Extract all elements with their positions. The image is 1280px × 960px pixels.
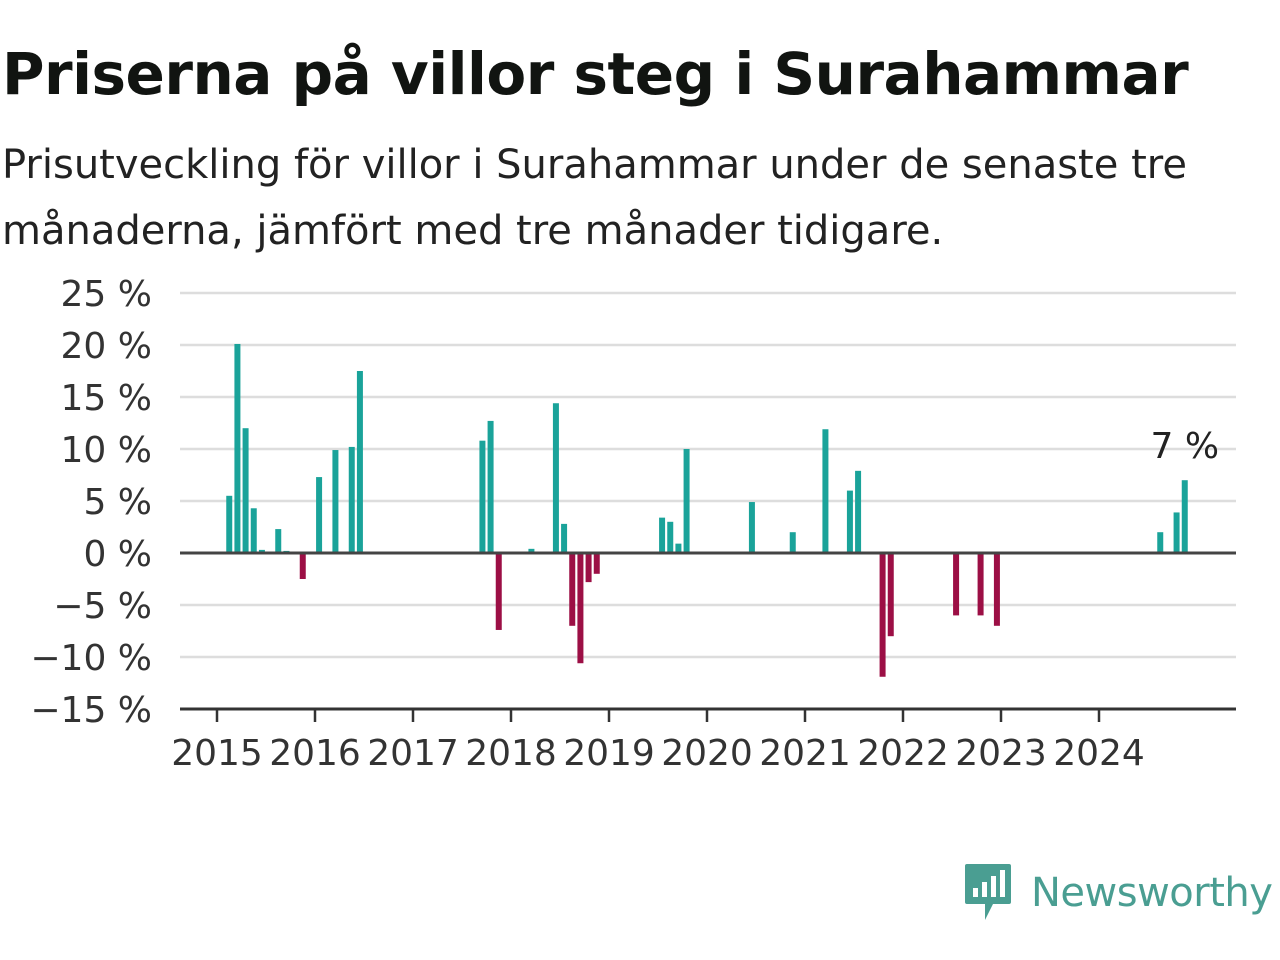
y-tick-label: 10 % [61, 430, 152, 471]
value-annotation: 7 % [1150, 426, 1219, 467]
y-tick-label: 25 % [61, 274, 152, 315]
bar-chart: 25 % 20 % 15 % 10 % 5 % 0 % −5 % −10 % −15 % 201… [30, 274, 1236, 774]
bars [226, 343, 1188, 677]
x-tick-label: 2019 [563, 733, 655, 774]
bar [748, 502, 755, 553]
bar [299, 553, 306, 579]
y-axis-labels: 25 % 20 % 15 % 10 % 5 % 0 % −5 % −10 % −15 % [30, 274, 152, 731]
newsworthy-logo-icon [965, 864, 1011, 920]
x-tick-label: 2016 [269, 733, 361, 774]
bar [275, 529, 282, 553]
bar [561, 523, 568, 553]
x-tick-label: 2021 [759, 733, 851, 774]
bar [226, 495, 233, 553]
bar [1181, 480, 1188, 553]
x-tick-label: 2022 [857, 733, 949, 774]
bar [332, 450, 339, 553]
bar [528, 548, 535, 553]
y-tick-label: 0 % [83, 534, 152, 575]
axes [180, 551, 1236, 722]
x-tick-label: 2023 [955, 733, 1047, 774]
bar [348, 446, 355, 553]
bar [977, 553, 984, 616]
bar [846, 490, 853, 553]
bar [593, 553, 600, 574]
y-tick-label: 5 % [83, 482, 152, 523]
chart-subtitle: Prisutveckling för villor i Surahammar u… [2, 142, 1187, 254]
y-tick-label: 15 % [61, 378, 152, 419]
y-tick-label: −5 % [53, 586, 152, 627]
brand-name: Newsworthy [1031, 870, 1273, 916]
bar [659, 517, 666, 553]
bar [487, 420, 494, 553]
x-tick-label: 2017 [367, 733, 459, 774]
annotations: 7 % [1150, 426, 1219, 467]
x-tick-label: 2018 [465, 733, 557, 774]
bar [242, 428, 249, 553]
bar [887, 553, 894, 637]
bar [993, 553, 1000, 626]
bar [683, 449, 690, 553]
bar [1173, 512, 1180, 553]
bar [585, 553, 592, 583]
bar [789, 532, 796, 553]
bar [855, 470, 862, 553]
newsworthy-logo: Newsworthy [963, 862, 1273, 924]
bar [552, 403, 559, 553]
x-tick-label: 2020 [661, 733, 753, 774]
bar [953, 553, 960, 616]
bar [258, 549, 265, 553]
bar [250, 508, 257, 553]
x-tick-label: 2024 [1053, 733, 1145, 774]
bar [495, 553, 502, 630]
bar [879, 553, 886, 677]
y-tick-label: 20 % [61, 326, 152, 367]
y-tick-label: −10 % [30, 638, 152, 679]
bar [577, 553, 584, 664]
bar [667, 521, 674, 553]
gridlines [180, 291, 1236, 659]
bar [1157, 532, 1164, 553]
bar [822, 429, 829, 553]
bar [569, 553, 576, 626]
y-tick-label: −15 % [30, 690, 152, 731]
bar [356, 371, 363, 553]
bar [234, 343, 241, 553]
bar [316, 477, 323, 553]
x-tick-label: 2015 [171, 733, 263, 774]
bar [479, 440, 486, 553]
bar [675, 543, 682, 553]
chart-title: Priserna på villor steg i Surahammar [2, 40, 1189, 108]
x-axis-labels: 2015 2016 2017 2018 2019 2020 2021 2022 2023 2024 [171, 733, 1145, 774]
